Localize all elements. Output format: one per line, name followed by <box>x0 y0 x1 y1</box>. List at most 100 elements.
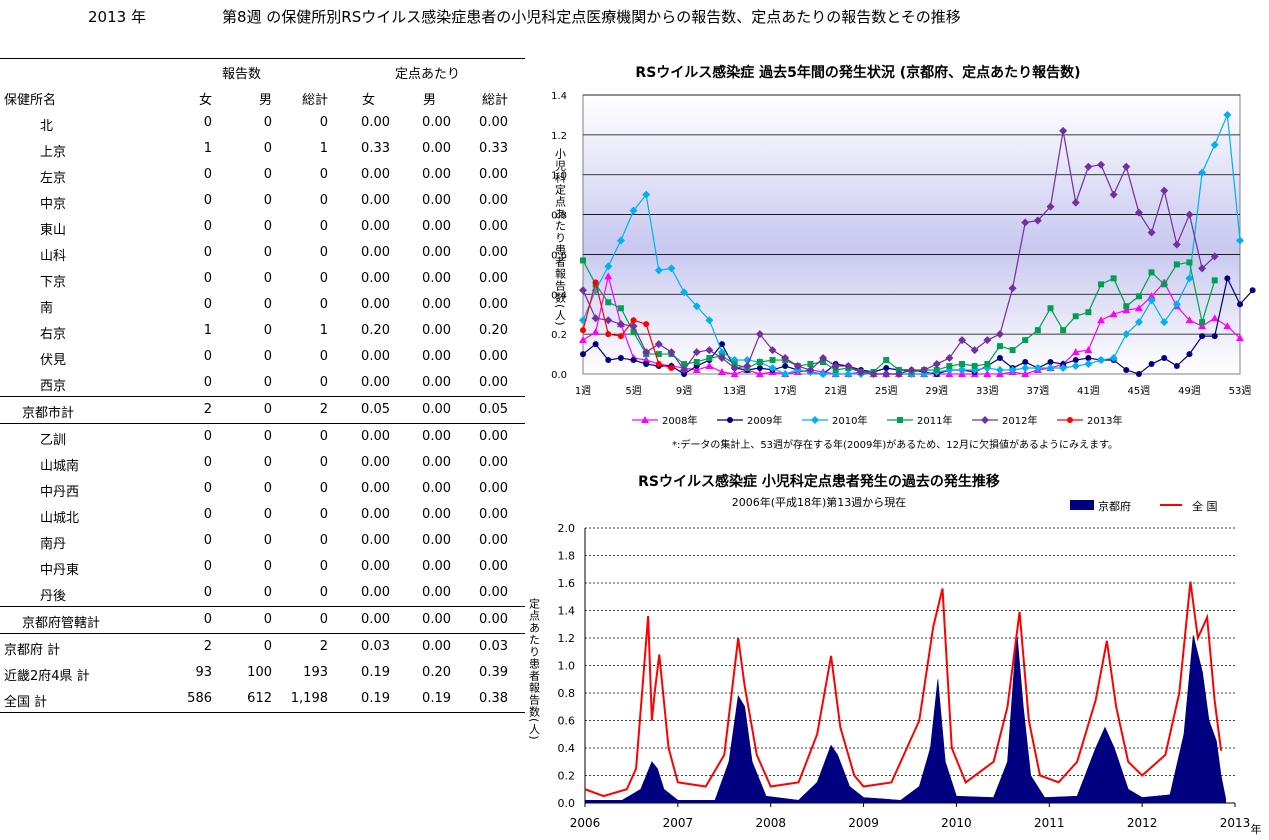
cell-female-count: 0 <box>203 585 212 600</box>
cell-total-rate: 0.00 <box>479 375 508 390</box>
data-point <box>806 366 815 375</box>
cell-total-rate: 0.38 <box>479 691 508 706</box>
data-point <box>1134 304 1143 312</box>
data-point <box>756 365 763 372</box>
table-row: 山城南 0 0 0 0.00 0.00 0.00 <box>0 450 525 476</box>
data-point <box>1110 275 1117 282</box>
cell-male-count: 0 <box>263 481 272 496</box>
data-point <box>781 354 790 363</box>
x-tick-label: 53週 <box>1229 385 1252 397</box>
y-tick-label: 1.4 <box>558 605 576 618</box>
table-row: 西京 0 0 0 0.00 0.00 0.00 <box>0 370 525 396</box>
cell-male-count: 0 <box>263 559 272 574</box>
table-row: 丹後 0 0 0 0.00 0.00 0.00 <box>0 580 525 606</box>
data-point <box>1098 281 1105 288</box>
data-point <box>591 328 600 336</box>
table-section-rule <box>0 633 525 634</box>
y-tick-label: 0.2 <box>551 330 567 341</box>
data-point <box>1033 216 1042 225</box>
y-tick-label: 1.6 <box>558 577 576 590</box>
x-tick-label: 2012 <box>1127 816 1158 830</box>
cell-total-rate: 0.00 <box>479 507 508 522</box>
x-tick-label: 2011 <box>1034 816 1065 830</box>
col-header-male-count: 男 <box>258 93 272 108</box>
data-point <box>1134 208 1143 217</box>
report-year: 2013 年 <box>88 8 146 26</box>
data-point <box>1135 371 1142 377</box>
row-name: 丹後 <box>40 589 67 604</box>
cell-female-count: 0 <box>203 559 212 574</box>
cell-male-count: 0 <box>263 297 272 312</box>
row-name: 中丹東 <box>40 563 80 578</box>
data-point <box>642 190 651 199</box>
data-point <box>1173 363 1180 370</box>
data-point <box>782 363 789 370</box>
x-tick-label: 2009 <box>848 816 879 830</box>
cell-male-rate: 0.00 <box>422 429 451 444</box>
x-tick-label: 2006 <box>570 816 601 830</box>
data-point <box>970 346 979 355</box>
row-name: 右京 <box>40 327 67 342</box>
data-point <box>1199 333 1206 340</box>
cell-total-count: 0 <box>319 349 328 364</box>
table-row: 南丹 0 0 0 0.00 0.00 0.00 <box>0 528 525 554</box>
row-name: 北 <box>40 119 54 134</box>
data-point <box>1085 355 1092 362</box>
legend-label: 京都府 <box>1098 499 1131 513</box>
data-point <box>959 361 966 368</box>
data-point <box>727 417 733 423</box>
data-point <box>1034 327 1041 334</box>
data-point <box>1109 190 1118 199</box>
cell-female-rate: 0.00 <box>361 297 390 312</box>
cell-total-count: 0 <box>319 585 328 600</box>
cell-total-rate: 0.00 <box>479 533 508 548</box>
cell-female-rate: 0.03 <box>361 639 390 654</box>
data-point <box>1097 356 1106 365</box>
cell-female-rate: 0.20 <box>361 323 390 338</box>
data-point <box>1161 355 1168 362</box>
group-label-rates: 定点あたり <box>395 67 461 82</box>
row-name: 東山 <box>40 223 67 238</box>
cell-total-rate: 0.00 <box>479 271 508 286</box>
chart-subtitle: 2006年(平成18年)第13週から現在 <box>732 495 907 509</box>
data-point <box>680 288 689 297</box>
data-point <box>1185 274 1194 283</box>
x-tick-label: 33週 <box>976 385 999 397</box>
data-point <box>1067 417 1073 423</box>
row-name: 近畿2府4県 計 <box>4 669 90 684</box>
cell-female-count: 0 <box>203 271 212 286</box>
data-point <box>643 321 650 328</box>
data-point <box>1084 346 1093 354</box>
cell-male-rate: 0.00 <box>422 612 451 627</box>
x-tick-label: 49週 <box>1178 385 1201 397</box>
data-point <box>617 355 624 362</box>
table-row: 右京 1 0 1 0.20 0.00 0.20 <box>0 318 525 344</box>
cell-female-rate: 0.00 <box>361 167 390 182</box>
data-point <box>1198 264 1207 273</box>
cell-female-count: 0 <box>203 481 212 496</box>
cell-female-rate: 0.00 <box>361 585 390 600</box>
data-point <box>580 351 586 358</box>
data-point <box>579 336 587 344</box>
data-point <box>604 272 613 280</box>
cell-total-count: 0 <box>319 193 328 208</box>
x-tick-label: 37週 <box>1026 385 1049 397</box>
y-tick-label: 0.8 <box>551 211 567 222</box>
cell-male-rate: 0.00 <box>422 271 451 286</box>
cell-female-count: 0 <box>203 507 212 522</box>
x-axis-label: 年 <box>1251 822 1262 836</box>
table-row: 北 0 0 0 0.00 0.00 0.00 <box>0 110 525 136</box>
data-point <box>755 330 764 339</box>
data-point <box>1122 162 1131 171</box>
data-point <box>641 416 649 423</box>
cell-total-count: 0 <box>319 455 328 470</box>
cell-female-rate: 0.00 <box>361 245 390 260</box>
cell-male-count: 0 <box>263 402 272 417</box>
cell-total-rate: 0.00 <box>479 349 508 364</box>
y-tick-label: 0.4 <box>551 290 567 301</box>
row-name: 京都府管轄計 <box>22 616 101 631</box>
legend-swatch <box>1070 500 1094 510</box>
data-point <box>996 343 1003 350</box>
data-point <box>1072 357 1079 364</box>
y-tick-label: 2.0 <box>558 522 576 535</box>
